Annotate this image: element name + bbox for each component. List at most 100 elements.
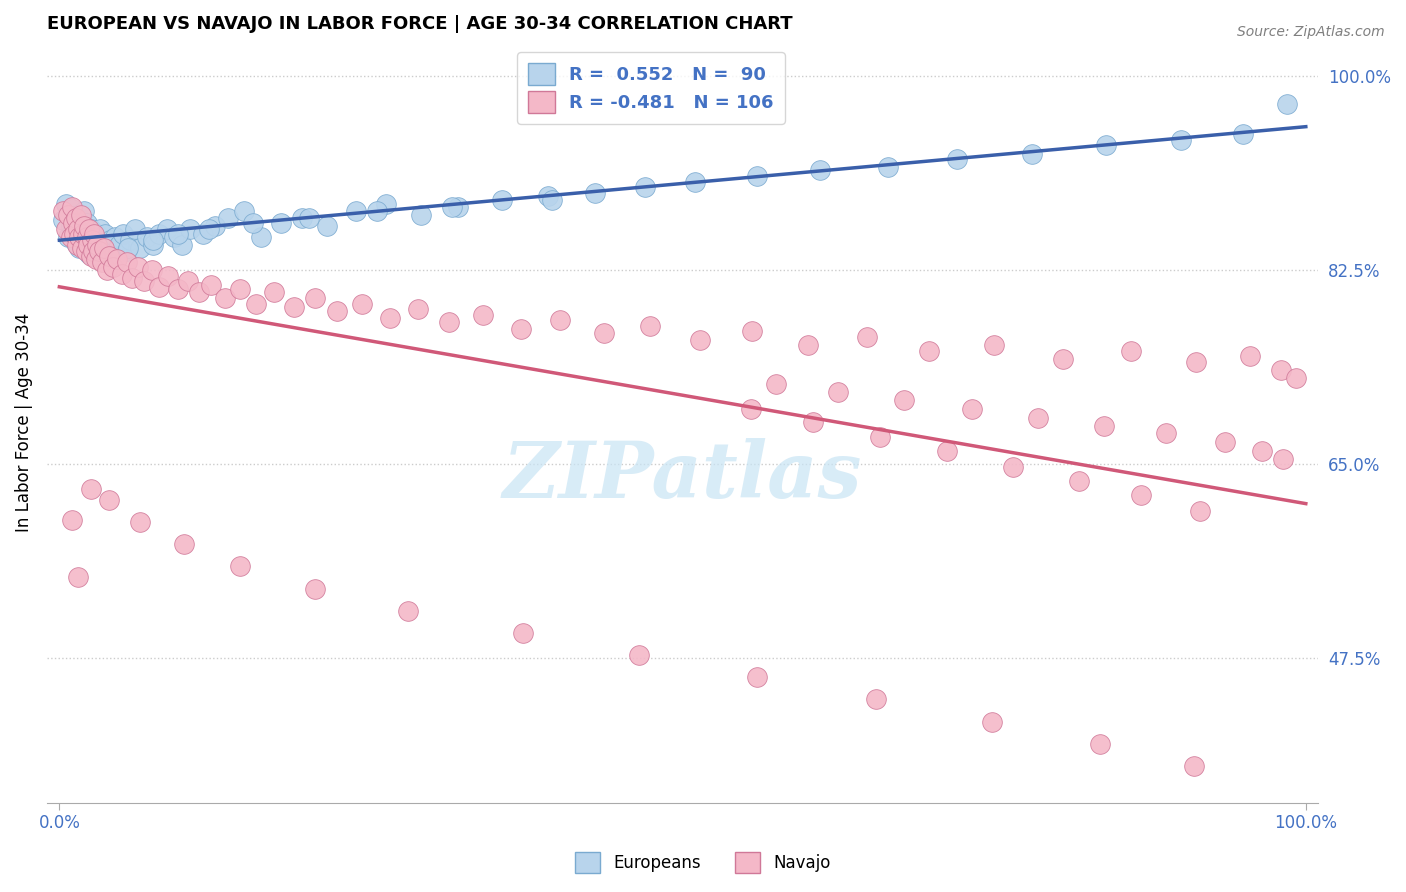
Point bbox=[1275, 96, 1298, 111]
Point bbox=[70, 241, 93, 255]
Point bbox=[583, 186, 606, 200]
Point bbox=[77, 246, 100, 260]
Point bbox=[56, 208, 79, 222]
Point bbox=[83, 227, 105, 241]
Point bbox=[170, 237, 193, 252]
Point bbox=[893, 392, 915, 407]
Point bbox=[409, 208, 432, 222]
Point bbox=[77, 237, 100, 252]
Point bbox=[537, 189, 560, 203]
Point bbox=[163, 230, 186, 244]
Point bbox=[229, 559, 252, 574]
Point bbox=[1185, 355, 1208, 369]
Point bbox=[86, 227, 108, 241]
Point bbox=[120, 233, 142, 247]
Point bbox=[63, 211, 86, 226]
Point bbox=[73, 204, 96, 219]
Point bbox=[66, 237, 89, 252]
Point bbox=[76, 244, 98, 259]
Point bbox=[115, 255, 138, 269]
Point bbox=[191, 227, 214, 241]
Point bbox=[98, 249, 121, 263]
Point bbox=[89, 233, 111, 247]
Point bbox=[67, 570, 90, 584]
Point bbox=[79, 222, 101, 236]
Point bbox=[121, 271, 143, 285]
Point bbox=[58, 208, 80, 222]
Point bbox=[1026, 410, 1049, 425]
Point bbox=[1232, 127, 1254, 141]
Point bbox=[72, 227, 94, 241]
Point bbox=[447, 200, 470, 214]
Point bbox=[1251, 444, 1274, 458]
Point bbox=[509, 322, 531, 336]
Text: ZIPatlas: ZIPatlas bbox=[503, 438, 862, 514]
Point bbox=[550, 313, 572, 327]
Point bbox=[408, 301, 430, 316]
Point bbox=[200, 277, 222, 292]
Point bbox=[1095, 137, 1118, 152]
Point bbox=[263, 285, 285, 300]
Point bbox=[129, 515, 152, 529]
Point bbox=[52, 213, 75, 227]
Point bbox=[91, 237, 114, 252]
Point bbox=[316, 219, 339, 233]
Point bbox=[740, 401, 762, 416]
Point bbox=[80, 233, 103, 247]
Point bbox=[217, 211, 239, 226]
Point bbox=[76, 216, 98, 230]
Point bbox=[439, 315, 461, 329]
Point bbox=[378, 310, 401, 325]
Point bbox=[440, 200, 463, 214]
Point bbox=[396, 604, 419, 618]
Point bbox=[86, 237, 108, 252]
Point bbox=[242, 216, 264, 230]
Point bbox=[177, 274, 200, 288]
Point bbox=[638, 318, 661, 333]
Point bbox=[245, 296, 267, 310]
Point bbox=[89, 244, 111, 259]
Point bbox=[1285, 371, 1308, 385]
Point bbox=[135, 230, 157, 244]
Point bbox=[79, 249, 101, 263]
Point bbox=[155, 222, 177, 236]
Point bbox=[69, 208, 91, 222]
Point bbox=[142, 237, 165, 252]
Point bbox=[83, 230, 105, 244]
Point bbox=[803, 415, 825, 429]
Legend: Europeans, Navajo: Europeans, Navajo bbox=[569, 846, 837, 880]
Point bbox=[1021, 146, 1043, 161]
Point bbox=[60, 202, 83, 217]
Point bbox=[366, 204, 388, 219]
Point bbox=[93, 241, 115, 255]
Legend: R =  0.552   N =  90, R = -0.481   N = 106: R = 0.552 N = 90, R = -0.481 N = 106 bbox=[517, 52, 785, 124]
Point bbox=[1052, 351, 1074, 366]
Point bbox=[1130, 488, 1153, 502]
Point bbox=[55, 222, 77, 236]
Point bbox=[1121, 344, 1143, 359]
Point bbox=[1270, 363, 1292, 377]
Point bbox=[1239, 349, 1261, 363]
Point bbox=[797, 337, 820, 351]
Point bbox=[67, 222, 90, 236]
Point bbox=[148, 280, 170, 294]
Point bbox=[60, 227, 83, 241]
Point bbox=[173, 537, 195, 551]
Point bbox=[101, 241, 124, 255]
Point bbox=[98, 249, 121, 263]
Point bbox=[77, 230, 100, 244]
Point bbox=[84, 252, 107, 267]
Text: Source: ZipAtlas.com: Source: ZipAtlas.com bbox=[1237, 25, 1385, 39]
Point bbox=[111, 267, 134, 281]
Point bbox=[960, 401, 983, 416]
Point bbox=[1213, 435, 1236, 450]
Point bbox=[75, 244, 97, 259]
Point bbox=[747, 670, 769, 684]
Point bbox=[100, 233, 122, 247]
Point bbox=[304, 291, 326, 305]
Point bbox=[67, 228, 90, 243]
Point bbox=[283, 300, 305, 314]
Point bbox=[66, 216, 89, 230]
Point bbox=[869, 429, 891, 443]
Point bbox=[1188, 504, 1211, 518]
